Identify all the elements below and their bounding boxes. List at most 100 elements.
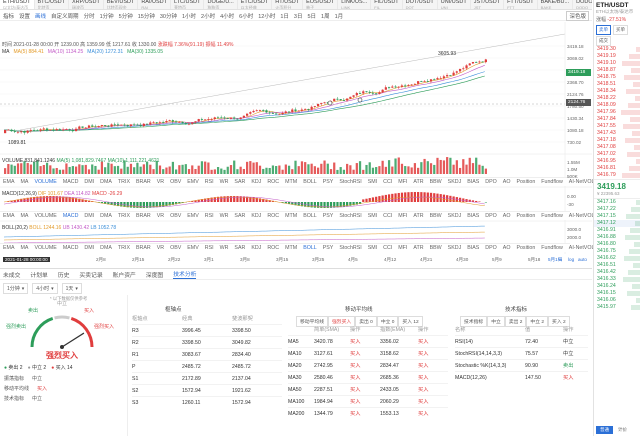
indicator-tab[interactable]: TRIX bbox=[117, 179, 130, 185]
indicator-tab[interactable]: RSI bbox=[204, 213, 214, 219]
ask-row[interactable]: 3418.87 bbox=[594, 67, 640, 74]
indicator-tab[interactable]: DMA bbox=[100, 245, 112, 251]
pair-tab[interactable]: DOGE/U... 狗狗币 bbox=[204, 0, 238, 9]
indicator-tab[interactable]: BOLL bbox=[303, 245, 317, 251]
ask-row[interactable]: 3417.43 bbox=[594, 130, 640, 137]
indicator-tab[interactable]: Position bbox=[516, 179, 536, 185]
indicator-tab[interactable]: DPO bbox=[485, 245, 497, 251]
indicator-tab[interactable]: AO bbox=[502, 179, 511, 185]
indicator-tab[interactable]: Fundflow bbox=[541, 213, 563, 219]
indicator-tab[interactable]: BRAR bbox=[136, 213, 151, 219]
indicator-tab[interactable]: DPO bbox=[485, 213, 497, 219]
bid-row[interactable]: 3417.16 bbox=[594, 199, 640, 206]
toolbar-item[interactable]: 1小时 bbox=[181, 13, 197, 20]
indicator-tab[interactable]: BBW bbox=[429, 245, 442, 251]
orderbook-filter-button[interactable]: 买单 bbox=[613, 25, 628, 35]
indicator-tab[interactable]: SKDJ bbox=[447, 245, 462, 251]
indicator-tab[interactable]: ATR bbox=[413, 179, 424, 185]
indicator-tab[interactable]: RSI bbox=[204, 179, 214, 185]
indicator-tab[interactable]: StochRSI bbox=[339, 179, 362, 185]
indicator-tab[interactable]: BIAS bbox=[467, 213, 480, 219]
indicator-tab[interactable]: VOLUME bbox=[34, 179, 57, 185]
indicator-tab[interactable]: EMV bbox=[187, 213, 199, 219]
indicator-tab[interactable]: EMV bbox=[187, 179, 199, 185]
indicator-tab[interactable]: EMA bbox=[3, 245, 15, 251]
normal-button[interactable]: 普通 bbox=[596, 426, 613, 434]
pair-tab[interactable]: LTC/USDT 莱特币 bbox=[171, 0, 205, 9]
indicator-tab[interactable]: DMI bbox=[84, 179, 95, 185]
ask-row[interactable]: 3418.09 bbox=[594, 102, 640, 109]
indicator-tab[interactable]: MACD bbox=[62, 179, 79, 185]
ask-row[interactable]: 3418.34 bbox=[594, 88, 640, 95]
indicator-tab[interactable]: PSY bbox=[322, 213, 334, 219]
pair-tab[interactable]: ETC/USDT 以太经典 bbox=[238, 0, 273, 9]
indicator-tab[interactable]: SKDJ bbox=[447, 213, 462, 219]
indicator-tab[interactable]: OBV bbox=[170, 213, 182, 219]
indicator-tab[interactable]: BIAS bbox=[467, 245, 480, 251]
indicator-tab[interactable]: DMA bbox=[100, 213, 112, 219]
kline-chart[interactable]: 3605.93 1089.81 时间 2021-01-28 00:00 开 123… bbox=[0, 22, 615, 267]
pair-tab[interactable]: XRP/USDT 瑞波币 bbox=[69, 0, 104, 9]
indicator-tab[interactable]: SMI bbox=[367, 179, 378, 185]
bid-row[interactable]: 3416.88 bbox=[594, 234, 640, 241]
ask-row[interactable]: 3418.51 bbox=[594, 81, 640, 88]
indicator-tab[interactable]: OBV bbox=[170, 179, 182, 185]
bottom-tab[interactable]: 技术分析 bbox=[173, 269, 197, 279]
orderbook-filter-button[interactable]: 卖单 bbox=[596, 25, 611, 35]
indicator-tab[interactable]: ROC bbox=[267, 213, 280, 219]
indicator-tab[interactable]: BOLL bbox=[303, 179, 317, 185]
toolbar-item[interactable]: 画线 bbox=[35, 13, 47, 20]
indicator-tab[interactable]: BOLL bbox=[303, 213, 317, 219]
indicator-tab[interactable]: Fundflow bbox=[541, 179, 563, 185]
time-axis-option[interactable]: 5月1日 bbox=[548, 257, 563, 262]
toolbar-item[interactable]: 自定义周期 bbox=[51, 13, 79, 20]
toolbar-item[interactable]: 5日 bbox=[307, 13, 317, 20]
indicator-tab[interactable]: MFI bbox=[398, 213, 408, 219]
ask-row[interactable]: 3417.08 bbox=[594, 144, 640, 151]
toolbar-item[interactable]: 30分钟 bbox=[159, 13, 177, 20]
bid-row[interactable]: 3415.97 bbox=[594, 304, 640, 311]
indicator-tab[interactable]: Fundflow bbox=[541, 245, 563, 251]
indicator-tab[interactable]: BRAR bbox=[136, 179, 151, 185]
toolbar-item[interactable]: 分时 bbox=[83, 13, 95, 20]
toolbar-item[interactable]: 1分钟 bbox=[99, 13, 114, 20]
indicator-tab[interactable]: Position bbox=[516, 245, 536, 251]
indicator-tab[interactable]: AI-NetVOL bbox=[568, 245, 595, 251]
pair-tab[interactable]: FTT/USDT FTT bbox=[504, 0, 538, 9]
indicator-tab[interactable]: WR bbox=[219, 179, 229, 185]
toolbar-item[interactable]: 12小时 bbox=[258, 13, 276, 20]
ask-row[interactable]: 3419.19 bbox=[594, 53, 640, 60]
ask-row[interactable]: 3417.55 bbox=[594, 123, 640, 130]
indicator-tab[interactable]: EMV bbox=[187, 245, 199, 251]
indicator-tab[interactable]: EMA bbox=[3, 213, 15, 219]
toolbar-item[interactable]: 15分钟 bbox=[137, 13, 155, 20]
toolbar-item[interactable]: 5分钟 bbox=[118, 13, 133, 20]
bid-row[interactable]: 3416.24 bbox=[594, 283, 640, 290]
ask-row[interactable]: 3416.79 bbox=[594, 172, 640, 179]
timeframe-select[interactable]: 4小时 ▾ bbox=[32, 283, 58, 294]
ask-row[interactable]: 3419.10 bbox=[594, 60, 640, 67]
indicator-tab[interactable]: DMI bbox=[84, 213, 95, 219]
indicator-tab[interactable]: MTM bbox=[285, 213, 298, 219]
bid-row[interactable]: 3416.42 bbox=[594, 269, 640, 276]
indicator-tab[interactable]: SAR bbox=[234, 245, 246, 251]
time-axis-option[interactable]: auto bbox=[578, 257, 587, 262]
timeframe-select[interactable]: 1分钟 ▾ bbox=[3, 283, 29, 294]
pair-tab[interactable]: LINK/US... LINK bbox=[338, 0, 372, 9]
indicator-tab[interactable]: ROC bbox=[267, 245, 280, 251]
pair-tab[interactable]: HT/USDT 火币积分 bbox=[272, 0, 304, 9]
indicator-tab[interactable]: StochRSI bbox=[339, 213, 362, 219]
dark-mode-button[interactable]: 深色版 bbox=[566, 10, 589, 21]
indicator-tab[interactable]: SAR bbox=[234, 213, 246, 219]
pair-tab[interactable]: ETH/USDT 以太坊/泰达币 bbox=[0, 0, 35, 9]
pair-tab[interactable]: BTC/USDT 比特币 bbox=[35, 0, 69, 9]
pair-tab[interactable]: JST/USDT JST bbox=[471, 0, 505, 9]
indicator-tab[interactable]: CCI bbox=[383, 213, 393, 219]
indicator-tab[interactable]: DMA bbox=[100, 179, 112, 185]
indicator-tab[interactable]: SKDJ bbox=[447, 179, 462, 185]
indicator-tab[interactable]: AO bbox=[502, 245, 511, 251]
gauge-sub-item[interactable]: 移动平均线 买入 bbox=[4, 385, 47, 392]
indicator-tab[interactable]: TRIX bbox=[117, 245, 130, 251]
bid-row[interactable]: 3417.12 bbox=[594, 220, 640, 227]
indicator-tab[interactable]: MACD bbox=[62, 213, 79, 219]
